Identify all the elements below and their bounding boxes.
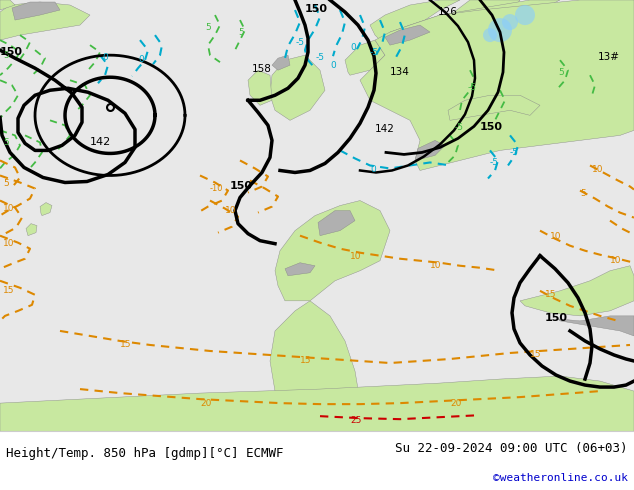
Text: 15: 15 [545,290,557,299]
Text: 25: 25 [350,416,361,425]
Text: 126: 126 [438,7,458,17]
Polygon shape [390,0,560,40]
Text: -5: -5 [468,83,477,92]
Polygon shape [270,55,325,121]
Text: -5: -5 [296,38,305,47]
Circle shape [488,18,512,42]
Text: 5: 5 [558,68,564,77]
Polygon shape [12,2,60,20]
Circle shape [483,28,497,42]
Text: 158: 158 [252,64,272,74]
Polygon shape [385,25,430,45]
Polygon shape [285,263,315,276]
Text: 142: 142 [375,124,395,134]
Polygon shape [415,141,445,160]
Text: 142: 142 [90,137,111,147]
Polygon shape [520,266,634,316]
Text: 15: 15 [3,286,15,295]
Text: 10: 10 [592,166,604,174]
Text: 150: 150 [480,122,503,132]
Text: -5: -5 [510,148,519,157]
Polygon shape [248,70,272,105]
Text: 13#: 13# [598,52,620,62]
Text: 10: 10 [350,252,361,261]
Text: 10: 10 [225,206,236,215]
Text: 15: 15 [530,350,541,359]
Text: 15: 15 [300,356,311,365]
Polygon shape [415,0,520,40]
Text: 20: 20 [450,399,462,408]
Text: 10: 10 [430,261,441,270]
Circle shape [502,14,518,30]
Polygon shape [370,0,460,40]
Text: 5: 5 [3,178,9,188]
Text: -5: -5 [316,53,325,62]
Text: 0: 0 [350,43,356,52]
Polygon shape [0,2,90,40]
Text: 0: 0 [370,166,376,174]
Text: 0: 0 [330,61,336,70]
Text: Su 22-09-2024 09:00 UTC (06+03): Su 22-09-2024 09:00 UTC (06+03) [395,442,628,455]
Text: 10: 10 [610,256,621,265]
Text: 10: 10 [3,203,15,213]
Polygon shape [345,40,385,75]
Text: -10: -10 [210,184,224,193]
Text: ©weatheronline.co.uk: ©weatheronline.co.uk [493,473,628,483]
Polygon shape [0,376,634,431]
Text: 0: 0 [102,53,108,62]
Polygon shape [26,223,37,236]
Polygon shape [448,95,540,121]
Polygon shape [272,55,290,70]
Text: 10: 10 [550,232,562,241]
Text: 0: 0 [138,55,144,64]
Polygon shape [318,211,355,236]
Text: 150: 150 [0,47,23,57]
Text: 10: 10 [3,239,15,247]
Text: 5: 5 [3,51,9,60]
Text: Height/Temp. 850 hPa [gdmp][°C] ECMWF: Height/Temp. 850 hPa [gdmp][°C] ECMWF [6,447,284,460]
Text: -5: -5 [370,48,379,57]
Text: 15: 15 [120,340,131,349]
Polygon shape [270,301,360,431]
Text: 5: 5 [3,138,9,147]
Polygon shape [0,0,15,10]
Text: -5: -5 [455,123,464,132]
Text: 5: 5 [580,189,586,197]
Text: 150: 150 [545,313,568,323]
Polygon shape [558,316,634,336]
Text: -5: -5 [490,158,499,168]
Text: 20: 20 [200,399,211,408]
Text: 5: 5 [238,28,243,37]
Circle shape [515,5,535,25]
Text: 150: 150 [305,4,328,14]
Polygon shape [40,202,52,216]
Text: 150: 150 [230,180,253,191]
Text: 5: 5 [205,23,210,32]
Text: 134: 134 [390,67,410,77]
Polygon shape [360,0,634,171]
Polygon shape [275,200,390,301]
